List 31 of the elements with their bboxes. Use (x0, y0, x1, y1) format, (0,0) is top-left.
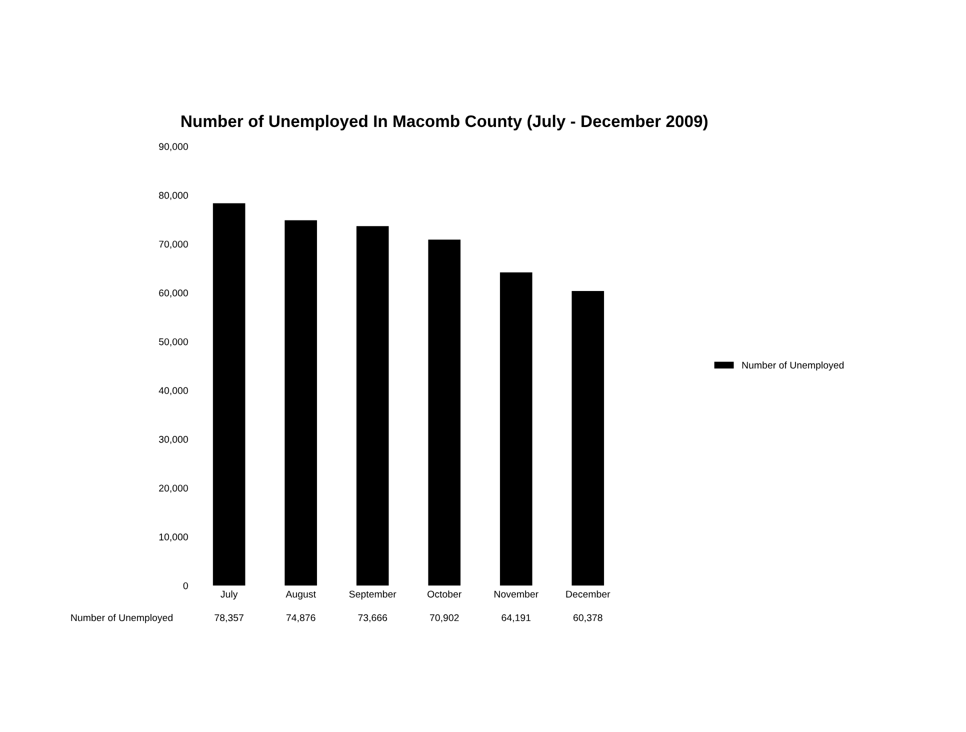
data-label: 73,666 (358, 614, 388, 622)
chart-title: Number of Unemployed In Macomb County (July - December 2009) (182, 114, 708, 130)
y-tick-label: 80,000 (159, 192, 188, 200)
x-tick-label: July (220, 590, 238, 600)
y-tick-label: 50,000 (158, 338, 188, 346)
data-label: 70,902 (430, 614, 459, 622)
bar (212, 203, 246, 586)
x-tick-label: September (349, 590, 396, 600)
y-tick-label: 30,000 (158, 436, 188, 444)
data-label: 74,876 (286, 614, 316, 622)
x-tick-label: November (494, 590, 538, 598)
bar (428, 240, 461, 586)
y-tick-label: 70,000 (159, 240, 188, 249)
y-tick-label: 20,000 (159, 484, 188, 493)
bar (500, 272, 532, 586)
legend-label: Number of Unemployed (742, 361, 844, 371)
y-tick-label: 40,000 (158, 387, 188, 396)
x-tick-label: December (566, 590, 610, 598)
y-tick-label: 60,000 (159, 290, 188, 298)
bar (572, 290, 604, 586)
y-tick-label: 10,000 (159, 534, 188, 542)
data-label: 78,357 (214, 614, 244, 622)
data-label: 60,378 (574, 614, 602, 622)
data-label: 64,191 (502, 614, 531, 622)
bar (284, 220, 317, 586)
x-tick-label: August (286, 590, 316, 600)
x-tick-label: October (428, 590, 462, 598)
y-tick-label: 0 (183, 582, 188, 590)
text: Number of Unemployed (71, 614, 172, 624)
bar (356, 226, 389, 586)
y-tick-label: 90,000 (159, 143, 188, 152)
